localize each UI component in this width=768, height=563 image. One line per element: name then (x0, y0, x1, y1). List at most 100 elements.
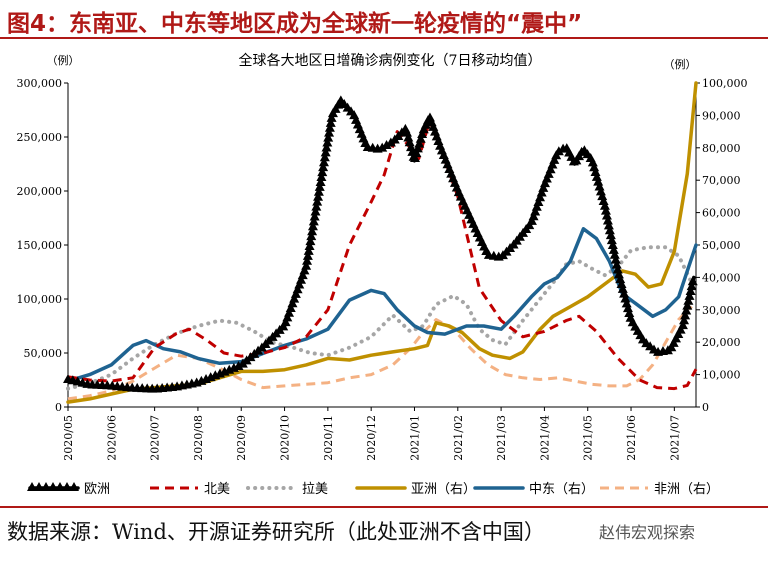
left-tick-label: 100,000 (17, 293, 63, 306)
europe-point (307, 221, 318, 231)
chart-title: 全球各大地区日增确诊病例变化（7日移动均值） (239, 52, 542, 69)
europe-point (377, 142, 388, 152)
europe-point (309, 211, 320, 221)
figure-title: 图4：东南亚、中东等地区成为全球新一轮疫情的“震中” (7, 11, 583, 37)
europe-point (322, 137, 333, 147)
europe-point (594, 181, 605, 191)
europe-point (420, 119, 431, 129)
europe-point (624, 307, 635, 317)
europe-point (610, 254, 621, 264)
series-group (63, 81, 698, 404)
europe-point (600, 205, 611, 215)
europe-point (590, 167, 601, 177)
x-tick-label: 2021/01 (408, 415, 421, 461)
x-tick-label: 2020/06 (105, 415, 118, 461)
legend-triangle (62, 482, 72, 491)
europe-point (603, 220, 614, 230)
europe-point (318, 162, 329, 172)
europe-point (303, 245, 314, 255)
header-rule (0, 37, 768, 39)
right-tick-label: 20,000 (702, 336, 741, 349)
europe-point (381, 140, 392, 150)
europe-point (401, 127, 412, 137)
series-line-1 (67, 119, 698, 391)
europe-point (530, 206, 541, 216)
right-tick-label: 90,000 (702, 109, 741, 122)
left-tick-label: 300,000 (17, 77, 63, 90)
europe-point (418, 124, 429, 134)
europe-point (621, 298, 632, 308)
covid-cases-chart: 全球各大地区日增确诊病例变化（7日移动均值） （例） （例） 0 50,000 10… (17, 52, 748, 497)
europe-point (543, 168, 554, 178)
watermark: 赵伟宏观探索 (596, 518, 699, 544)
europe-point (404, 137, 415, 147)
legend-label-3: 亚洲（右） (411, 482, 476, 497)
europe-point (682, 300, 693, 310)
europe-point (615, 274, 626, 284)
x-tick-label: 2020/08 (192, 415, 205, 461)
europe-point (292, 284, 303, 294)
europe-point (297, 270, 308, 280)
europe-point (677, 320, 688, 330)
europe-point (289, 293, 300, 303)
europe-point (302, 250, 313, 260)
europe-point (591, 171, 602, 181)
europe-point (414, 138, 425, 148)
europe-point (609, 249, 620, 259)
europe-point (302, 255, 313, 265)
europe-point (319, 152, 330, 162)
europe-point (613, 269, 624, 279)
legend-triangle (27, 482, 37, 491)
europe-point (541, 173, 552, 183)
x-tick-label: 2020/11 (322, 415, 335, 461)
europe-point (318, 157, 329, 167)
europe-point (612, 264, 623, 274)
europe-point (308, 216, 319, 226)
left-tick-label: 150,000 (17, 239, 63, 252)
europe-point (301, 260, 312, 270)
legend-triangle (55, 482, 65, 491)
left-tick-label: 200,000 (17, 185, 63, 198)
x-tick-label: 2020/05 (62, 415, 75, 461)
legend-label-4: 中东（右） (529, 482, 594, 497)
europe-point (598, 195, 609, 205)
europe-point (317, 167, 328, 177)
europe-point (547, 159, 558, 169)
europe-point (312, 196, 323, 206)
x-tick-label: 2021/06 (625, 415, 638, 461)
europe-point (412, 143, 423, 153)
europe-point (533, 197, 544, 207)
europe-point (685, 285, 696, 295)
legend-triangle (69, 482, 79, 491)
x-tick-label: 2020/12 (365, 415, 378, 461)
europe-point (410, 152, 421, 162)
europe-point (299, 265, 310, 275)
source-note: 数据来源：Wind、开源证券研究所（此处亚洲不含中国） (7, 520, 545, 544)
figure-header: 图4：东南亚、中东等地区成为全球新一轮疫情的“震中” (0, 0, 768, 40)
left-tick-label: 50,000 (24, 347, 63, 360)
europe-point (680, 310, 691, 320)
europe-point (325, 117, 336, 127)
europe-point (417, 128, 428, 138)
europe-point (320, 147, 331, 157)
x-tick-label: 2020/07 (149, 415, 162, 461)
right-axis-unit: （例） (664, 57, 697, 71)
europe-point (687, 276, 698, 286)
europe-point (287, 298, 298, 308)
legend-label-2: 拉美 (302, 482, 328, 497)
europe-point (620, 293, 631, 303)
europe-point (531, 201, 542, 211)
europe-point (411, 148, 422, 158)
europe-point (233, 361, 244, 371)
europe-point (601, 210, 612, 220)
europe-point (553, 146, 564, 156)
europe-point (313, 186, 324, 196)
right-tick-label: 70,000 (702, 174, 741, 187)
europe-point (313, 191, 324, 201)
series-line-3 (66, 81, 698, 404)
x-tick-label: 2020/09 (235, 415, 248, 461)
europe-point (316, 172, 327, 182)
left-tick-label: 0 (55, 401, 62, 414)
europe-point (611, 259, 622, 269)
europe-point (683, 295, 694, 305)
